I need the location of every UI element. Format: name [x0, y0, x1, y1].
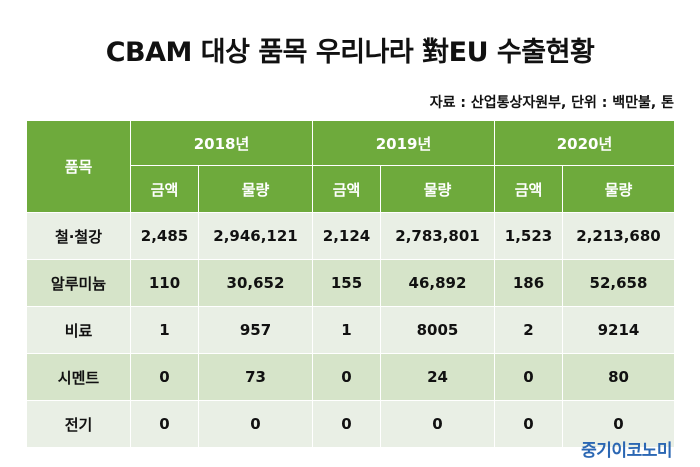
- item-header: 품목: [26, 120, 131, 213]
- table-cell: 0: [130, 353, 199, 401]
- table-cell: 2,124: [312, 212, 381, 260]
- table-cell: 1: [130, 306, 199, 354]
- table-cell: 1,523: [494, 212, 563, 260]
- table-cell: 0: [380, 400, 495, 448]
- table-cell: 52,658: [562, 259, 675, 307]
- row-label: 철·철강: [26, 212, 131, 260]
- table-cell: 0: [494, 353, 563, 401]
- table-cell: 2,485: [130, 212, 199, 260]
- table-cell: 80: [562, 353, 675, 401]
- table-cell: 9214: [562, 306, 675, 354]
- row-label: 전기: [26, 400, 131, 448]
- publisher-logo: 중기이코노미: [581, 441, 672, 461]
- table-cell: 186: [494, 259, 563, 307]
- table-cell: 2,213,680: [562, 212, 675, 260]
- table-cell: 957: [198, 306, 313, 354]
- table-cell: 73: [198, 353, 313, 401]
- year-header-2018: 2018년: [130, 120, 313, 166]
- table-cell: 0: [312, 353, 381, 401]
- table-cell: 8005: [380, 306, 495, 354]
- amount-header: 금액: [312, 165, 381, 213]
- export-table: 품목 2018년 2019년 2020년 금액 물량 금액 물량 금액 물량 철…: [26, 120, 675, 448]
- table-cell: 24: [380, 353, 495, 401]
- year-header-2020: 2020년: [494, 120, 675, 166]
- table-cell: 2,783,801: [380, 212, 495, 260]
- row-label: 비료: [26, 306, 131, 354]
- amount-header: 금액: [494, 165, 563, 213]
- page-title: CBAM 대상 품목 우리나라 對EU 수출현황: [105, 37, 595, 68]
- row-label: 알루미늄: [26, 259, 131, 307]
- volume-header: 물량: [562, 165, 675, 213]
- table-cell: 2,946,121: [198, 212, 313, 260]
- table-cell: 46,892: [380, 259, 495, 307]
- table-row: 철·철강 2,485 2,946,121 2,124 2,783,801 1,5…: [26, 212, 675, 260]
- amount-header: 금액: [130, 165, 199, 213]
- table-cell: 0: [198, 400, 313, 448]
- table-cell: 0: [312, 400, 381, 448]
- table-cell: 110: [130, 259, 199, 307]
- row-label: 시멘트: [26, 353, 131, 401]
- table-row: 시멘트 0 73 0 24 0 80: [26, 353, 675, 401]
- table-row: 비료 1 957 1 8005 2 9214: [26, 306, 675, 354]
- table-row: 전기 0 0 0 0 0 0: [26, 400, 675, 448]
- table-cell: 0: [562, 400, 675, 448]
- table-cell: 2: [494, 306, 563, 354]
- year-header-2019: 2019년: [312, 120, 495, 166]
- table-row: 알루미늄 110 30,652 155 46,892 186 52,658: [26, 259, 675, 307]
- volume-header: 물량: [380, 165, 495, 213]
- table-cell: 155: [312, 259, 381, 307]
- source-note: 자료 : 산업통상자원부, 단위 : 백만불, 톤: [429, 95, 674, 111]
- table-cell: 0: [494, 400, 563, 448]
- table-cell: 1: [312, 306, 381, 354]
- table-cell: 30,652: [198, 259, 313, 307]
- table-cell: 0: [130, 400, 199, 448]
- volume-header: 물량: [198, 165, 313, 213]
